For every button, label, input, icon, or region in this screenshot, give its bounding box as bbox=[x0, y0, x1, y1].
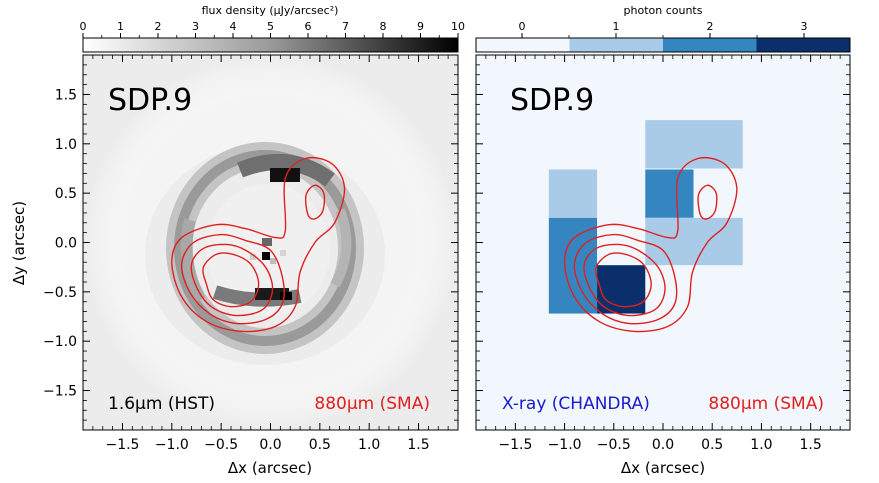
y-tick-label: −1.5 bbox=[43, 384, 77, 400]
xray-pixel bbox=[548, 217, 598, 314]
y-tick-label: 0.0 bbox=[55, 236, 77, 252]
left-ylabel: Δy (arcsec) bbox=[10, 201, 28, 285]
sma-contour bbox=[304, 184, 326, 220]
x-tick-label: 0.0 bbox=[259, 437, 281, 453]
x-tick-label: −0.5 bbox=[597, 437, 631, 453]
x-tick-label: −1.0 bbox=[548, 437, 582, 453]
left-colorbar-tick-label: 9 bbox=[417, 20, 424, 33]
right-xlabel: Δx (arcsec) bbox=[621, 459, 705, 477]
right-colorbar-ticks: 0 1 2 3 bbox=[519, 20, 808, 38]
x-tick-label: −0.5 bbox=[204, 437, 238, 453]
xray-pixel bbox=[645, 217, 743, 266]
x-tick-label: 1.5 bbox=[407, 437, 429, 453]
y-tick-label: 1.5 bbox=[55, 87, 77, 103]
right-axes-ticks: −1.5 −1.0 −0.5 0.0 0.5 1.0 1.5 bbox=[476, 55, 850, 453]
left-colorbar-ticks: 0 1 2 3 4 5 6 7 8 9 10 bbox=[80, 20, 465, 38]
x-tick-label: 1.0 bbox=[358, 437, 380, 453]
left-xlabel: Δx (arcsec) bbox=[228, 459, 312, 477]
left-axes-ticks: −1.5 −1.0 −0.5 0.0 0.5 1.0 1.5 1.5 1.0 0.5 0.0 −0.5… bbox=[43, 55, 458, 453]
left-colorbar-tick-label: 3 bbox=[192, 20, 199, 33]
sma-contour bbox=[697, 184, 718, 220]
x-tick-label: 0.5 bbox=[701, 437, 723, 453]
right-colorbar-tick-label: 0 bbox=[519, 20, 526, 33]
right-colorbar-segment bbox=[663, 38, 757, 52]
left-sma-contours bbox=[171, 156, 346, 333]
left-colorbar-tick-label: 8 bbox=[380, 20, 387, 33]
sma-contour bbox=[573, 233, 678, 325]
x-tick-label: 1.5 bbox=[799, 437, 821, 453]
right-colorbar-segment bbox=[476, 38, 570, 52]
left-panel: flux density (μJy/arcsec²) 0 1 2 3 4 5 6 7 8 9 10 bbox=[10, 4, 465, 477]
xray-pixel bbox=[548, 169, 598, 218]
sma-contour bbox=[202, 252, 260, 308]
left-colorbar-tick-label: 10 bbox=[451, 20, 465, 33]
sma-contour bbox=[594, 252, 652, 308]
right-colorbar-segment bbox=[569, 38, 663, 52]
left-colorbar-tick-label: 4 bbox=[230, 20, 237, 33]
xray-pixel bbox=[645, 169, 694, 218]
x-tick-label: −1.0 bbox=[155, 437, 189, 453]
right-colorbar bbox=[476, 38, 850, 52]
right-colorbar-segment bbox=[756, 38, 850, 52]
right-contour-label: 880μm (SMA) bbox=[708, 394, 824, 414]
left-colorbar-tick-label: 5 bbox=[267, 20, 274, 33]
x-tick-label: 0.0 bbox=[652, 437, 674, 453]
left-colorbar-tick-label: 2 bbox=[155, 20, 162, 33]
left-colorbar-tick-label: 0 bbox=[80, 20, 87, 33]
x-tick-label: −1.5 bbox=[498, 437, 532, 453]
sma-contour bbox=[190, 243, 274, 317]
right-colorbar-label: photon counts bbox=[624, 4, 703, 17]
right-colorbar-tick-label: 2 bbox=[707, 20, 714, 33]
y-tick-label: −1.0 bbox=[43, 334, 77, 350]
left-image-label: 1.6μm (HST) bbox=[108, 394, 215, 414]
right-colorbar-tick-label: 3 bbox=[801, 20, 808, 33]
xray-pixel bbox=[645, 120, 743, 169]
right-sma-contours bbox=[563, 156, 738, 333]
x-tick-label: 0.5 bbox=[309, 437, 331, 453]
sma-contour bbox=[171, 156, 346, 333]
left-colorbar-tick-label: 1 bbox=[117, 20, 124, 33]
sma-contour bbox=[180, 233, 285, 325]
left-colorbar-label: flux density (μJy/arcsec²) bbox=[202, 4, 339, 17]
x-tick-label: 1.0 bbox=[750, 437, 772, 453]
left-contour-label: 880μm (SMA) bbox=[314, 394, 430, 414]
right-image-label: X-ray (CHANDRA) bbox=[502, 394, 650, 414]
left-colorbar bbox=[82, 37, 459, 53]
left-colorbar-tick-label: 6 bbox=[305, 20, 312, 33]
right-colorbar-tick-label: 1 bbox=[613, 20, 620, 33]
right-panel: photon counts 0 1 2 3 −1.5 −1.0 −0.5 0.0 0.5 1.0… bbox=[475, 4, 851, 477]
y-tick-label: 1.0 bbox=[55, 137, 77, 153]
left-colorbar-tick-label: 7 bbox=[342, 20, 349, 33]
sma-contour bbox=[563, 156, 738, 333]
left-panel-title: SDP.9 bbox=[108, 83, 192, 118]
x-tick-label: −1.5 bbox=[105, 437, 139, 453]
y-tick-label: 0.5 bbox=[55, 186, 77, 202]
y-tick-label: −0.5 bbox=[43, 285, 77, 301]
sma-contour bbox=[583, 243, 666, 317]
right-panel-title: SDP.9 bbox=[510, 83, 594, 118]
